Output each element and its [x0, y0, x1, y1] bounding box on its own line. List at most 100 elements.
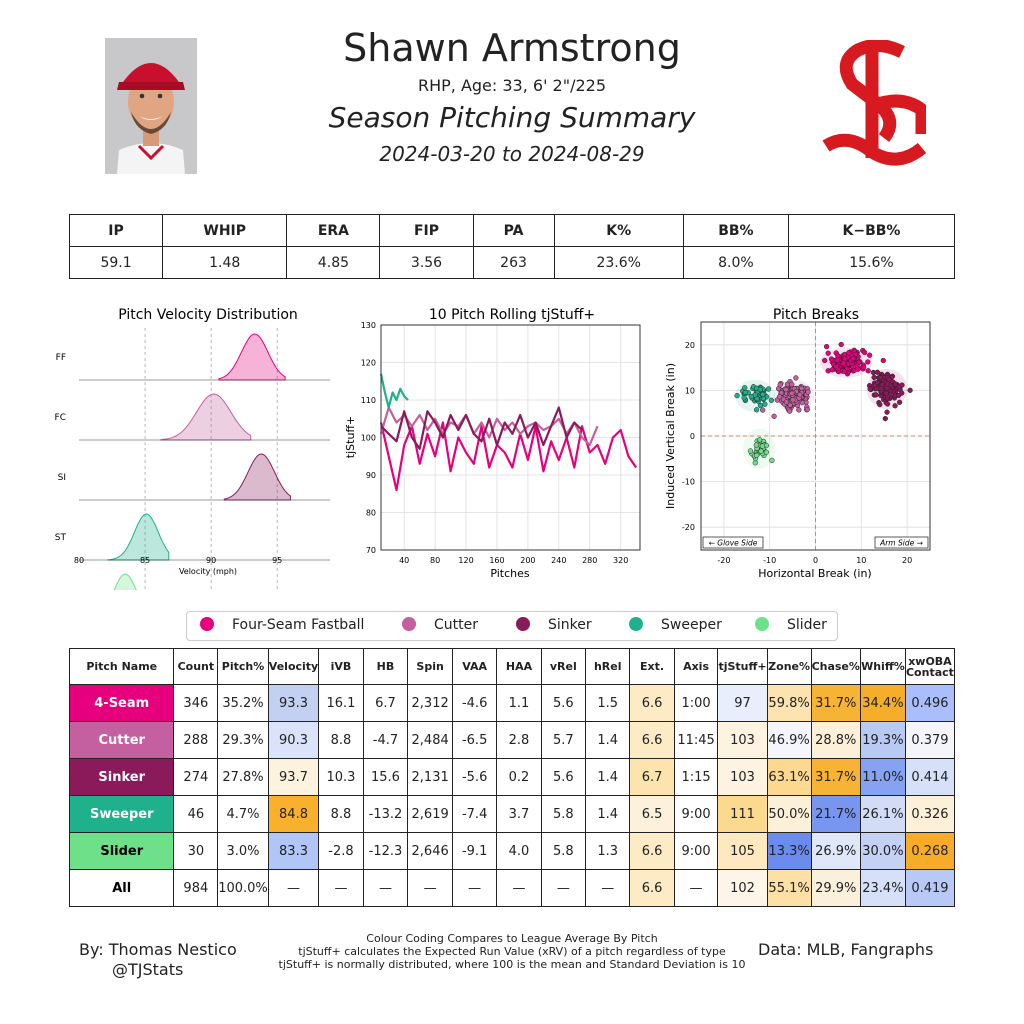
stat-value: 1.48 [162, 246, 288, 279]
legend-label: Four-Seam Fastball [232, 617, 365, 633]
breaks-x-tick: 0 [813, 556, 818, 565]
pitch-name-cell: Cutter [68, 721, 175, 759]
breaks-x-tick: -10 [763, 556, 776, 565]
tjstuff-line-four-seam-fastball [379, 421, 638, 492]
pitch-table-cell: 5.6 [540, 758, 587, 796]
pitch-table-row: Sinker 274 27.8% 93.7 10.3 15.6 2,131 -5.6 0.2 5.… [68, 758, 956, 796]
legend-label: Sinker [548, 617, 592, 633]
breaks-point-sinker [888, 391, 894, 397]
breaks-point-four-seam-fastball [855, 366, 861, 372]
breaks-chart-title: Pitch Breaks [773, 307, 859, 323]
arm-side-box [874, 536, 929, 549]
pitch-table-cell: 5.6 [540, 684, 587, 722]
stat-value: 15.6% [787, 246, 956, 279]
breaks-point-sweeper [742, 385, 748, 391]
velocity-row-label: FC [55, 413, 66, 423]
tjstuff-plot-frame [380, 324, 641, 551]
breaks-point-four-seam-fastball [838, 341, 844, 348]
tjstuff-y-tick: 130 [361, 321, 376, 330]
breaks-y-tick: -10 [682, 478, 695, 487]
stat-value: 3.56 [379, 246, 474, 279]
stat-value: 263 [472, 246, 555, 279]
stat-value: 59.1 [68, 246, 164, 279]
breaks-point-sweeper [734, 392, 740, 399]
pitch-table-cell: 31.7% [810, 758, 861, 796]
pitch-table-cell: 6.7 [362, 684, 409, 722]
pitch-table-cell: 8.8 [318, 721, 364, 759]
stat-header: ERA [286, 214, 381, 247]
legend-label: Slider [787, 617, 827, 633]
breaks-x-axis-label: Horizontal Break (in) [758, 567, 871, 580]
stat-header: WHIP [162, 214, 288, 247]
tjstuff-x-tick: 120 [458, 556, 473, 565]
player-bio: RHP, Age: 33, 6' 2"/225 [417, 76, 607, 95]
pitch-table-cell: 0.419 [904, 869, 956, 907]
breaks-point-sinker [895, 392, 902, 399]
tjstuff-x-tick: 40 [399, 556, 409, 565]
velocity-density-st [107, 513, 170, 561]
glove-side-box [702, 536, 764, 549]
velocity-chart-title: Pitch Velocity Distribution [118, 307, 298, 323]
pitch-table-cell: 9:00 [673, 795, 719, 833]
velocity-density-fc [160, 393, 252, 441]
breaks-point-sinker [884, 401, 891, 407]
pitch-table-cell: 26.9% [810, 832, 861, 870]
pitch-table-cell: 2,619 [407, 795, 453, 833]
stat-header: BB% [682, 214, 789, 247]
stat-header: PA [472, 214, 555, 247]
velocity-tick-label: 90 [206, 556, 216, 565]
breaks-point-sinker [883, 390, 889, 396]
legend-item: Cutter [402, 617, 478, 633]
pitch-table-header: HB [362, 648, 409, 685]
stat-value: 23.6% [553, 246, 684, 279]
pitch-table-cell: 50.0% [766, 795, 812, 833]
breaks-point-sinker [873, 392, 879, 398]
pitch-table-cell: -6.5 [451, 721, 498, 759]
breaks-point-cutter [789, 390, 795, 396]
pitch-table-cell: 21.7% [810, 795, 861, 833]
player-headshot [105, 38, 197, 174]
tjstuff-line-cutter [379, 406, 599, 447]
breaks-point-slider [753, 442, 760, 448]
arm-side-annotation: Arm Side → [879, 539, 923, 548]
stat-header: K−BB% [787, 214, 956, 247]
pitch-table-cell: 2,646 [407, 832, 453, 870]
breaks-point-cutter [760, 407, 766, 413]
pitch-table-header: Axis [673, 648, 719, 685]
pitch-table-cell: — [362, 869, 409, 907]
pitch-table-cell: -4.7 [362, 721, 409, 759]
breaks-point-four-seam-fastball [840, 360, 846, 366]
pitch-table-cell: 1.3 [585, 832, 631, 870]
breaks-point-slider [763, 449, 770, 455]
breaks-point-sinker [907, 387, 913, 393]
breaks-point-four-seam-fastball [880, 357, 886, 364]
pitch-table-cell: 4.0 [496, 832, 542, 870]
stat-header: K% [553, 214, 684, 247]
pitch-table-cell: 83.3 [267, 832, 320, 870]
breaks-point-sweeper [742, 389, 749, 396]
velocity-row-label: ST [55, 533, 67, 543]
tjstuff-x-axis-label: Pitches [490, 567, 530, 580]
pitch-table-cell: 6.6 [629, 832, 675, 870]
breaks-plot-frame [700, 321, 931, 551]
velocity-density-ff [218, 333, 286, 381]
breaks-point-sinker [867, 386, 873, 392]
pitch-table-cell: 1:00 [673, 684, 719, 722]
author-byline: By: Thomas Nestico @TJStats [79, 940, 237, 980]
pitch-table-cell: -12.3 [362, 832, 409, 870]
pitch-table-header: Pitch Name [68, 648, 175, 685]
pitch-table-cell: 2,484 [407, 721, 453, 759]
pitch-table-cell: 102 [717, 869, 768, 907]
breaks-point-sinker [892, 403, 898, 409]
legend-label: Sweeper [661, 617, 722, 633]
author-name: By: Thomas Nestico [79, 940, 237, 959]
velocity-x-axis-label: Velocity (mph) [179, 567, 237, 576]
pitch-table-cell: 84.8 [267, 795, 320, 833]
legend-item: Sinker [516, 617, 592, 633]
breaks-point-slider [759, 443, 766, 449]
legend-item: Sweeper [629, 617, 722, 633]
breaks-point-cutter [776, 394, 783, 400]
tjstuff-x-tick: 200 [520, 556, 535, 565]
pitch-table-header-row: Pitch Name Count Pitch% Velocity iVB HB Spin VA… [68, 648, 956, 685]
stat-value: 4.85 [286, 246, 381, 279]
